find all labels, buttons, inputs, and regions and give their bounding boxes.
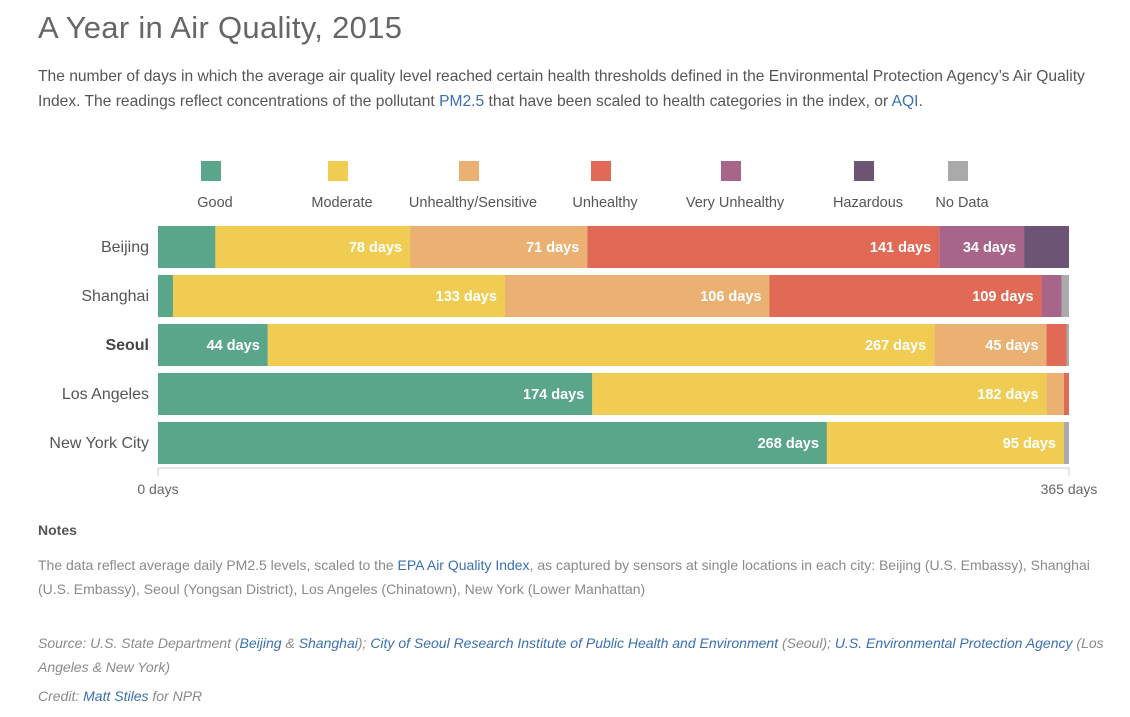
bar-seoul-unhealthy — [1046, 324, 1067, 366]
data-label-shanghai-moderate: 133 days — [436, 289, 497, 305]
category-label-beijing: Beijing — [101, 239, 149, 256]
stacked-bar-chart: Good Moderate Unhealthy/Sensitive Unhealthy… — [49, 161, 1098, 497]
bar-new-york-city-good — [158, 422, 827, 464]
x-tick-label-end: 365 days — [1041, 481, 1098, 497]
description-text-2: that have been scaled to health categori… — [484, 93, 892, 110]
legend-swatch-good — [201, 161, 221, 181]
data-label-beijing-very-unhealthy: 34 days — [963, 240, 1016, 256]
notes-text-2: , as captured by sensors at single locat… — [38, 557, 1090, 597]
legend-swatch-no-data — [948, 161, 968, 181]
bar-beijing-very-unhealthy — [939, 226, 1025, 268]
bar-shanghai-good — [158, 275, 173, 317]
legend-label-very-unhealthy: Very Unhealthy — [686, 195, 785, 211]
data-label-beijing-moderate: 78 days — [349, 240, 402, 256]
pm25-link[interactable]: PM2.5 — [439, 93, 485, 110]
bar-shanghai-unhealthy-sensitive — [504, 275, 770, 317]
data-label-shanghai-unhealthy-sensitive: 106 days — [700, 289, 761, 305]
category-label-new-york-city: New York City — [49, 435, 149, 452]
bar-shanghai-very-unhealthy — [1041, 275, 1062, 317]
bar-beijing-hazardous — [1024, 226, 1069, 268]
source-suffix: (Los Angeles & New York) — [38, 635, 1104, 675]
credit-prefix: Credit: — [38, 688, 84, 704]
legend-swatch-unhealthy — [591, 161, 611, 181]
legend-swatch-moderate — [328, 161, 348, 181]
description-text-3: . — [918, 93, 923, 110]
bar-new-york-city-no-data — [1064, 422, 1069, 464]
data-label-shanghai-unhealthy: 109 days — [972, 289, 1033, 305]
bar-shanghai-unhealthy — [769, 275, 1042, 317]
bar-los-angeles-unhealthy — [1064, 373, 1069, 415]
credit-suffix: for NPR — [148, 688, 203, 704]
data-label-seoul-moderate: 267 days — [865, 338, 926, 354]
aqi-link[interactable]: AQI — [891, 93, 919, 110]
legend-label-no-data: No Data — [935, 195, 989, 211]
bar-seoul-moderate — [267, 324, 935, 366]
credit-author-link[interactable]: Matt Stiles — [83, 688, 149, 704]
bar-los-angeles-good — [158, 373, 593, 415]
category-label-shanghai: Shanghai — [81, 288, 149, 305]
legend-swatch-very-unhealthy — [721, 161, 741, 181]
credit-line: Credit: Matt Stiles for NPR — [38, 684, 202, 708]
source-separator: & — [281, 635, 299, 651]
source-mid-2: (Seoul); — [778, 635, 835, 651]
source-beijing-link[interactable]: Beijing — [239, 635, 282, 651]
source-seoul-link[interactable]: City of Seoul Research Institute of Publ… — [370, 635, 779, 651]
description-text-1: The number of days in which the average … — [38, 68, 1085, 110]
data-label-beijing-unhealthy-sensitive: 71 days — [526, 240, 579, 256]
page-title: A Year in Air Quality, 2015 — [38, 10, 403, 45]
notes-text-1: The data reflect average daily PM2.5 lev… — [38, 557, 398, 573]
legend-label-good: Good — [197, 195, 232, 211]
data-label-beijing-unhealthy: 141 days — [870, 240, 931, 256]
bar-beijing-unhealthy — [587, 226, 940, 268]
legend-swatch-unhealthy-sensitive — [459, 161, 479, 181]
legend-label-unhealthy-sensitive: Unhealthy/Sensitive — [409, 195, 537, 211]
epa-aqi-link[interactable]: EPA Air Quality Index — [397, 557, 530, 573]
bar-beijing-unhealthy-sensitive — [410, 226, 588, 268]
source-shanghai-link[interactable]: Shanghai — [298, 635, 358, 651]
legend-label-hazardous: Hazardous — [833, 195, 903, 211]
bar-beijing-moderate — [215, 226, 411, 268]
legend-label-unhealthy: Unhealthy — [572, 195, 638, 211]
bar-seoul-unhealthy-sensitive — [934, 324, 1047, 366]
data-label-new-york-city-good: 268 days — [758, 436, 819, 452]
bar-los-angeles-moderate — [592, 373, 1047, 415]
data-label-seoul-unhealthy-sensitive: 45 days — [985, 338, 1038, 354]
source-mid: ); — [357, 635, 371, 651]
notes-text: The data reflect average daily PM2.5 lev… — [38, 553, 1098, 601]
category-label-los-angeles: Los Angeles — [62, 386, 149, 403]
bar-shanghai-no-data — [1061, 275, 1069, 317]
x-tick-label-start: 0 days — [137, 481, 178, 497]
source-prefix: Source: U.S. State Department ( — [38, 635, 240, 651]
bar-new-york-city-moderate — [826, 422, 1065, 464]
data-label-new-york-city-moderate: 95 days — [1003, 436, 1056, 452]
legend-swatch-hazardous — [854, 161, 874, 181]
legend-label-moderate: Moderate — [311, 195, 372, 211]
source-line: Source: U.S. State Department (Beijing &… — [38, 631, 1113, 679]
data-label-los-angeles-good: 174 days — [523, 387, 584, 403]
bar-beijing-good — [158, 226, 216, 268]
bar-los-angeles-unhealthy-sensitive — [1046, 373, 1065, 415]
source-epa-link[interactable]: U.S. Environmental Protection Agency — [834, 635, 1073, 651]
notes-heading: Notes — [38, 522, 77, 538]
chart-description: The number of days in which the average … — [38, 64, 1113, 114]
bar-seoul-good — [158, 324, 268, 366]
data-label-seoul-good: 44 days — [207, 338, 260, 354]
bar-shanghai-moderate — [172, 275, 505, 317]
category-label-seoul: Seoul — [105, 337, 149, 354]
data-label-los-angeles-moderate: 182 days — [977, 387, 1038, 403]
bar-seoul-no-data — [1066, 324, 1069, 366]
